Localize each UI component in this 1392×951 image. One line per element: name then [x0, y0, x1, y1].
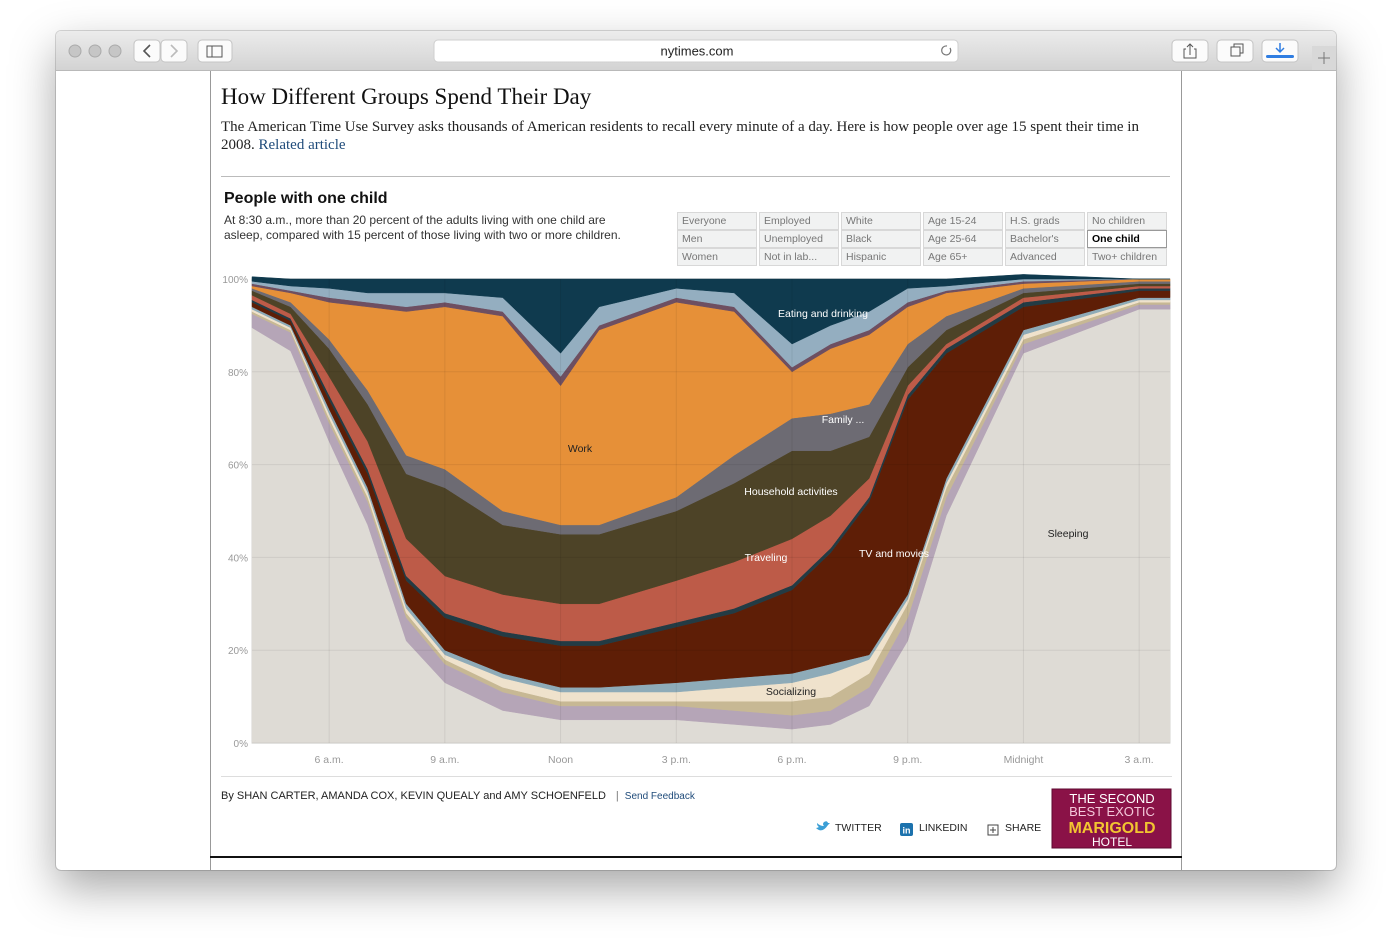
authors: By SHAN CARTER, AMANDA COX, KEVIN QUEALY… [221, 790, 606, 802]
x-tick-label: 6 a.m. [315, 754, 344, 766]
twitter-icon[interactable] [816, 821, 830, 831]
description-text: The American Time Use Survey asks thousa… [221, 119, 1139, 153]
series-label: Work [568, 443, 593, 455]
share-linkedin[interactable]: LINKEDIN [919, 822, 968, 834]
series-label: Socializing [766, 686, 816, 698]
series-label: TV and movies [859, 548, 929, 560]
share-other[interactable]: SHARE [1005, 822, 1042, 834]
forward-button[interactable] [160, 39, 188, 63]
filter-option[interactable]: Advanced [1005, 248, 1085, 266]
minimize-button[interactable] [88, 44, 102, 58]
filter-option[interactable]: Hispanic [841, 248, 921, 266]
filter-option[interactable]: Two+ children [1087, 248, 1167, 266]
filter-option[interactable]: Black [841, 230, 921, 248]
svg-text:in: in [903, 826, 911, 836]
filter-option[interactable]: Unemployed [759, 230, 839, 248]
share-button[interactable] [1171, 39, 1209, 63]
back-button[interactable] [133, 39, 161, 63]
ad-text[interactable]: MARIGOLD [1068, 820, 1155, 837]
chart-title: People with one child [224, 190, 388, 207]
filter-option[interactable]: Employed [759, 212, 839, 230]
linkedin-icon[interactable]: in [900, 823, 913, 836]
reload-button[interactable] [941, 45, 952, 56]
x-tick-label: 6 p.m. [777, 754, 806, 766]
filter-grid: Everyone Men Women Employed Unemployed Not in… [677, 212, 1167, 266]
filter-option[interactable]: Not in lab... [759, 248, 839, 266]
ad-text[interactable]: THE SECOND [1069, 791, 1154, 806]
series-label: Sleeping [1048, 528, 1089, 540]
new-tab-button[interactable] [1312, 46, 1336, 70]
x-tick-label: Midnight [1004, 754, 1044, 766]
related-article-link[interactable]: Related article [258, 137, 346, 153]
chart-subtitle: At 8:30 a.m., more than 20 percent of th… [224, 213, 621, 242]
ad-text[interactable]: BEST EXOTIC [1069, 804, 1155, 819]
address-bar[interactable] [433, 39, 959, 63]
filter-option[interactable]: No children [1087, 212, 1167, 230]
series-label: Eating and drinking [778, 308, 868, 320]
x-tick-label: 3 a.m. [1125, 754, 1154, 766]
filter-option[interactable]: Women [677, 248, 757, 266]
article-description: The American Time Use Survey asks thousa… [221, 118, 1171, 154]
filter-option[interactable]: Age 25-64 [923, 230, 1003, 248]
zoom-button[interactable] [108, 44, 122, 58]
ad-banner[interactable] [1051, 788, 1172, 849]
filter-option[interactable]: Men [677, 230, 757, 248]
share-twitter[interactable]: TWITTER [835, 822, 882, 834]
x-tick-label: 9 a.m. [430, 754, 459, 766]
y-tick-label: 0% [234, 739, 249, 750]
close-button[interactable] [68, 44, 82, 58]
chart: 0% 20% 40% 60% 80% 100% 6 a.m. 9 a.m. Noon 3 p.m.… [222, 274, 1171, 766]
feedback-link[interactable]: Send Feedback [624, 791, 695, 802]
series-label: Household activities [744, 486, 837, 498]
sidebar-button[interactable] [197, 39, 233, 63]
y-tick-label: 20% [228, 646, 248, 657]
filter-option[interactable]: One child [1087, 230, 1167, 248]
filter-option[interactable]: H.S. grads [1005, 212, 1085, 230]
tabs-button[interactable] [1216, 39, 1254, 63]
filter-option[interactable]: Age 15-24 [923, 212, 1003, 230]
x-tick-label: Noon [548, 754, 573, 766]
url: nytimes.com [661, 44, 734, 59]
x-tick-label: 3 p.m. [662, 754, 691, 766]
y-tick-label: 80% [228, 368, 248, 379]
ad-text[interactable]: HOTEL [1092, 835, 1132, 849]
byline: By SHAN CARTER, AMANDA COX, KEVIN QUEALY… [221, 790, 695, 802]
series-label: Traveling [745, 552, 788, 564]
y-tick-label: 60% [228, 461, 248, 472]
x-tick-label: 9 p.m. [893, 754, 922, 766]
filter-option[interactable]: White [841, 212, 921, 230]
filter-option[interactable]: Age 65+ [923, 248, 1003, 266]
article-title: How Different Groups Spend Their Day [221, 84, 592, 109]
filter-option[interactable]: Everyone [677, 212, 757, 230]
filter-option[interactable]: Bachelor's [1005, 230, 1085, 248]
y-tick-label: 40% [228, 553, 248, 564]
downloads-button[interactable] [1261, 39, 1299, 63]
separator: | [615, 790, 619, 802]
share-icon[interactable] [987, 824, 999, 836]
y-tick-label: 100% [222, 275, 248, 286]
area [251, 274, 1170, 354]
series-label: Family ... [822, 414, 865, 426]
